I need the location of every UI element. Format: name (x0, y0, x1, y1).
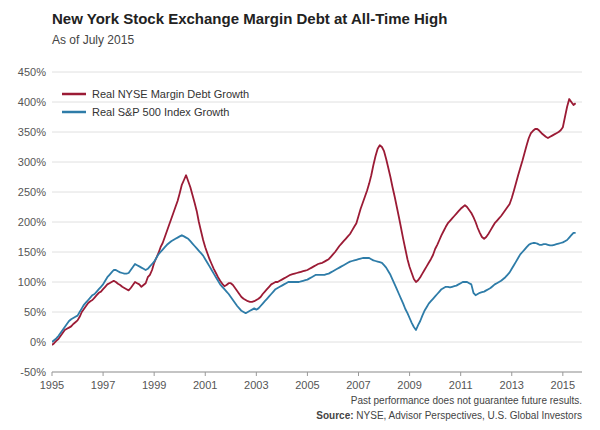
grid-line (52, 192, 582, 193)
x-tick-label: 2005 (295, 379, 319, 391)
grid-line (52, 162, 582, 163)
x-tick (562, 372, 563, 376)
y-tick-label: 150% (18, 246, 46, 258)
x-tick-label: 2013 (500, 379, 524, 391)
y-tick-label: 300% (18, 156, 46, 168)
source-text: NYSE, Advisor Perspectives, U.S. Global … (356, 410, 582, 421)
x-tick (511, 372, 512, 376)
y-tick-label: 250% (18, 186, 46, 198)
x-tick-label: 2015 (551, 379, 575, 391)
series-line (52, 99, 576, 345)
grid-line (52, 372, 582, 373)
x-tick-label: 2007 (346, 379, 370, 391)
grid-line (52, 72, 582, 73)
x-tick (460, 372, 461, 376)
source-label: Source: (316, 410, 353, 421)
legend: Real NYSE Margin Debt Growth Real S&P 500… (62, 88, 249, 118)
subtitle: As of July 2015 (52, 33, 134, 47)
legend-label: Real NYSE Margin Debt Growth (92, 88, 249, 100)
x-tick (52, 372, 53, 376)
x-tick-label: 2011 (449, 379, 473, 391)
x-tick-label: 1997 (91, 379, 115, 391)
grid-line (52, 282, 582, 283)
grid-line (52, 132, 582, 133)
x-tick-label: 2009 (397, 379, 421, 391)
y-tick-label: 450% (18, 66, 46, 78)
x-tick (154, 372, 155, 376)
x-tick-label: 2001 (193, 379, 217, 391)
x-tick (307, 372, 308, 376)
source-line: Source: NYSE, Advisor Perspectives, U.S.… (316, 410, 582, 421)
y-tick-label: 50% (24, 306, 46, 318)
series-line (52, 233, 576, 342)
grid-line (52, 222, 582, 223)
footnote: Past performance does not guarantee futu… (351, 395, 582, 406)
x-tick (103, 372, 104, 376)
x-tick-label: 1999 (142, 379, 166, 391)
legend-label: Real S&P 500 Index Growth (92, 106, 229, 118)
title: New York Stock Exchange Margin Debt at A… (52, 10, 447, 27)
y-tick-label: 200% (18, 216, 46, 228)
x-tick-label: 2003 (244, 379, 268, 391)
lines (52, 99, 576, 345)
x-tick (358, 372, 359, 376)
y-tick-label: 350% (18, 126, 46, 138)
x-axis-line (52, 372, 582, 373)
grid-line (52, 312, 582, 313)
x-tick (205, 372, 206, 376)
y-tick-label: 0% (30, 336, 46, 348)
grid-line (52, 252, 582, 253)
y-tick-label: 100% (18, 276, 46, 288)
y-tick-label: 400% (18, 96, 46, 108)
grid-line (52, 342, 582, 343)
y-grid (52, 72, 582, 372)
x-tick-label: 1995 (40, 379, 64, 391)
y-tick-label: -50% (20, 366, 46, 378)
legend-swatch (62, 111, 86, 114)
x-tick (409, 372, 410, 376)
x-tick (256, 372, 257, 376)
grid-line (52, 102, 582, 103)
legend-swatch (62, 93, 86, 96)
chart: New York Stock Exchange Margin Debt at A… (0, 0, 600, 430)
